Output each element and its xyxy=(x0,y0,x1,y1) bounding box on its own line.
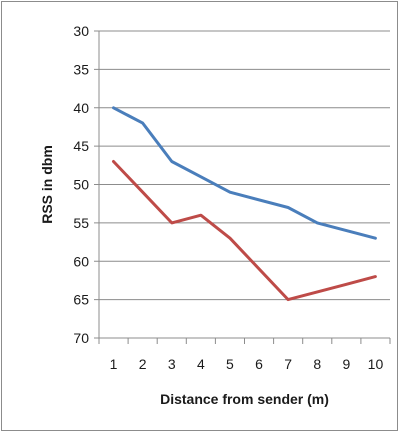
y-tick-label: 70 xyxy=(73,330,89,346)
x-tick-labels: 1 2 3 4 5 6 7 8 9 10 xyxy=(110,356,384,372)
y-tick-label: 45 xyxy=(73,138,89,154)
gridlines xyxy=(99,30,390,339)
y-tick-label: 55 xyxy=(73,215,89,231)
y-tick-label: 40 xyxy=(73,100,89,116)
series-line-2 xyxy=(112,160,377,302)
y-axis-title: RSS in dbm xyxy=(39,145,55,224)
x-tick-label: 7 xyxy=(284,356,292,372)
x-tick-label: 8 xyxy=(313,356,321,372)
x-tick-label: 1 xyxy=(110,356,118,372)
x-tick-label: 9 xyxy=(342,356,350,372)
y-tick-label: 50 xyxy=(73,177,89,193)
y-tick-label: 30 xyxy=(73,23,89,39)
y-tick-label: 35 xyxy=(73,61,89,77)
axes xyxy=(94,30,391,344)
x-tick-label: 2 xyxy=(139,356,147,372)
x-tick-label: 5 xyxy=(226,356,234,372)
x-axis-title: Distance from sender (m) xyxy=(160,391,329,407)
series-line-1 xyxy=(112,106,377,240)
x-tick-label: 10 xyxy=(368,356,384,372)
x-tick-label: 6 xyxy=(255,356,263,372)
y-tick-label: 60 xyxy=(73,253,89,269)
y-tick-labels: 30 35 40 45 50 55 60 65 70 xyxy=(73,23,89,346)
x-tick-label: 3 xyxy=(168,356,176,372)
x-tick-label: 4 xyxy=(197,356,205,372)
y-tick-label: 65 xyxy=(73,292,89,308)
series-lines xyxy=(112,106,377,302)
